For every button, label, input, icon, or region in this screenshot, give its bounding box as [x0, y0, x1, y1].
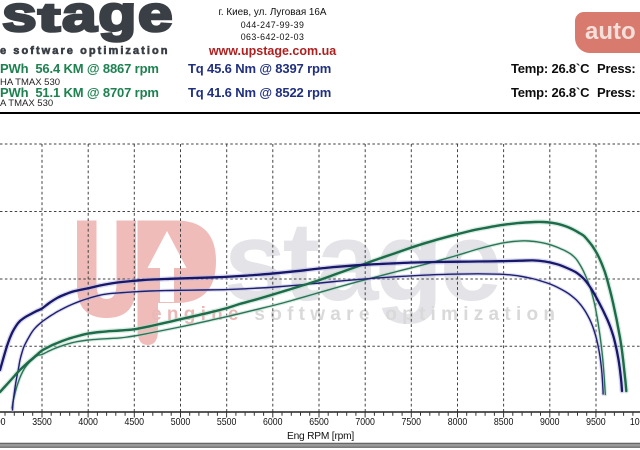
svg-text:stage: stage — [2, 0, 174, 42]
svg-text:3000: 3000 — [0, 416, 6, 428]
svg-text:6000: 6000 — [263, 416, 283, 428]
svg-text:5500: 5500 — [217, 416, 237, 428]
svg-text:9500: 9500 — [586, 416, 606, 428]
svg-text:3500: 3500 — [32, 416, 52, 428]
svg-text:10000: 10000 — [630, 416, 640, 428]
svg-text:6500: 6500 — [309, 416, 329, 428]
svg-text:9000: 9000 — [540, 416, 560, 428]
svg-text:4500: 4500 — [125, 416, 145, 428]
svg-text:5000: 5000 — [171, 416, 191, 428]
svg-text:Eng RPM [rpm]: Eng RPM [rpm] — [287, 431, 354, 442]
svg-text:4000: 4000 — [78, 416, 98, 428]
svg-text:8000: 8000 — [448, 416, 468, 428]
svg-text:8500: 8500 — [494, 416, 514, 428]
svg-text:e software optimization: e software optimization — [0, 45, 169, 57]
svg-text:7000: 7000 — [355, 416, 375, 428]
svg-text:7500: 7500 — [402, 416, 422, 428]
